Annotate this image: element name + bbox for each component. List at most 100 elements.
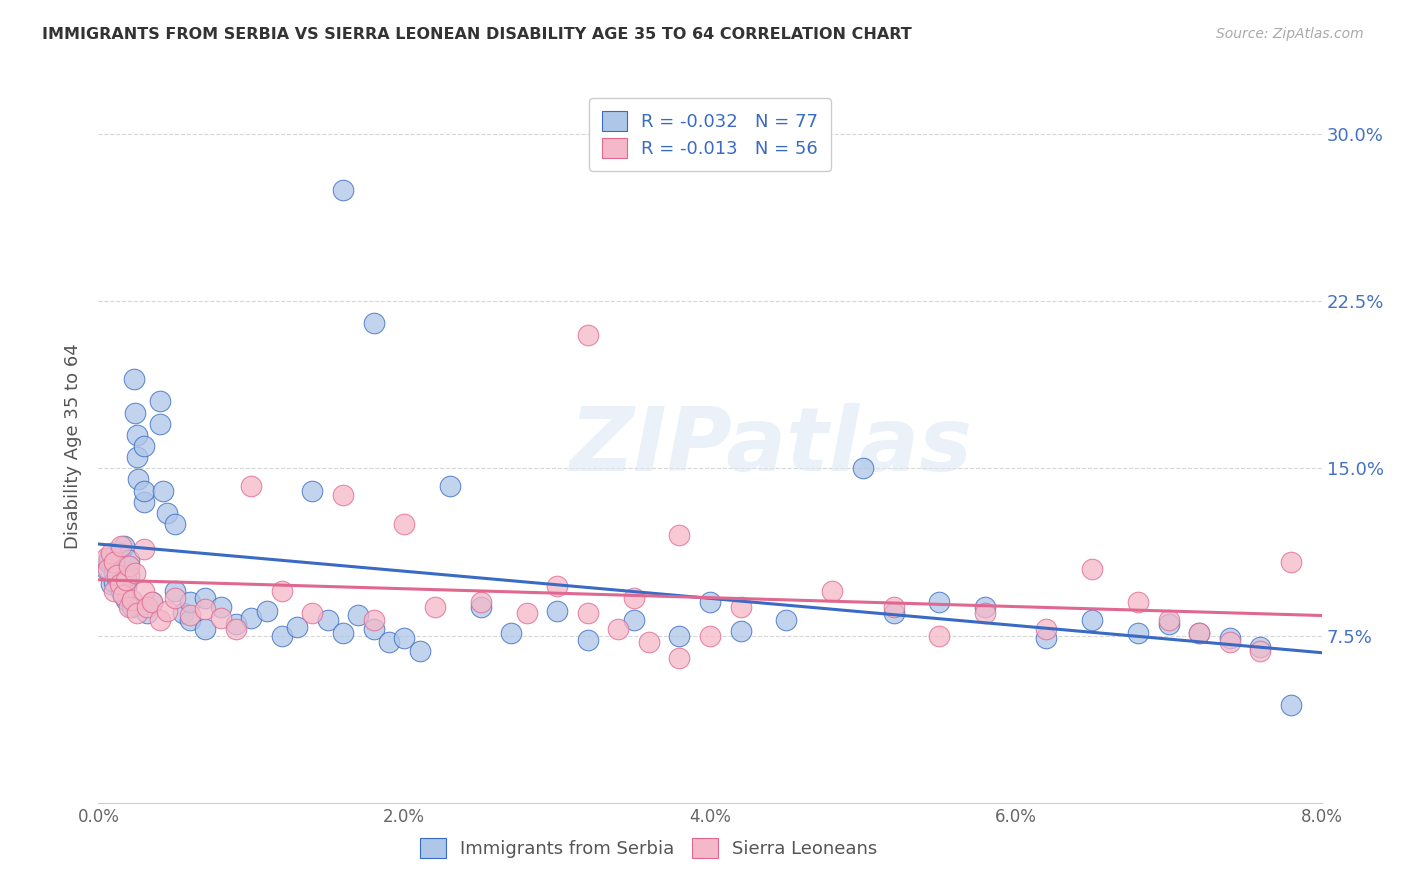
Point — [118, 559, 141, 574]
Point — [1249, 640, 1271, 654]
Point — [110, 539, 132, 553]
Point — [852, 461, 875, 475]
Point — [240, 610, 263, 624]
Point — [134, 541, 156, 556]
Point — [125, 450, 148, 465]
Point — [103, 574, 125, 589]
Point — [883, 599, 905, 614]
Point — [408, 644, 430, 658]
Point — [347, 608, 370, 623]
Point — [134, 494, 156, 508]
Point — [149, 417, 172, 431]
Point — [668, 528, 690, 542]
Point — [225, 622, 247, 636]
Point — [94, 562, 117, 576]
Point — [378, 635, 401, 649]
Point — [699, 595, 721, 609]
Point — [363, 622, 385, 636]
Point — [225, 617, 247, 632]
Point — [108, 577, 131, 591]
Point — [179, 595, 201, 609]
Point — [115, 573, 138, 587]
Point — [105, 568, 128, 582]
Point — [209, 610, 232, 624]
Point — [240, 479, 263, 493]
Point — [392, 517, 416, 532]
Point — [301, 607, 323, 621]
Point — [576, 607, 599, 621]
Point — [103, 555, 125, 569]
Point — [149, 613, 172, 627]
Point — [301, 483, 323, 498]
Point — [1128, 595, 1150, 609]
Point — [1219, 631, 1241, 645]
Point — [125, 607, 148, 621]
Point — [127, 473, 149, 487]
Point — [1128, 626, 1150, 640]
Point — [118, 568, 141, 582]
Point — [1279, 698, 1302, 712]
Point — [134, 583, 156, 598]
Point — [124, 405, 146, 420]
Point — [821, 583, 844, 598]
Point — [209, 599, 232, 614]
Point — [332, 626, 354, 640]
Point — [516, 607, 538, 621]
Point — [103, 566, 125, 581]
Point — [332, 488, 354, 502]
Point — [775, 613, 797, 627]
Point — [928, 628, 950, 642]
Point — [699, 628, 721, 642]
Point — [105, 564, 128, 578]
Point — [163, 591, 186, 605]
Point — [623, 613, 645, 627]
Point — [607, 622, 630, 636]
Point — [576, 327, 599, 342]
Point — [122, 372, 145, 386]
Point — [103, 583, 125, 598]
Point — [270, 583, 294, 598]
Point — [637, 635, 661, 649]
Point — [121, 592, 143, 607]
Point — [1035, 631, 1057, 645]
Point — [100, 577, 122, 591]
Point — [172, 607, 194, 621]
Point — [134, 483, 156, 498]
Point — [928, 595, 950, 609]
Point — [110, 555, 132, 569]
Point — [363, 317, 385, 331]
Point — [194, 591, 217, 605]
Point — [163, 583, 186, 598]
Point — [111, 589, 134, 603]
Point — [194, 622, 217, 636]
Point — [121, 599, 143, 614]
Point — [179, 613, 201, 627]
Point — [423, 599, 446, 614]
Point — [112, 539, 135, 553]
Point — [118, 559, 141, 574]
Point — [1081, 613, 1104, 627]
Point — [125, 427, 148, 442]
Point — [1188, 626, 1211, 640]
Point — [136, 599, 159, 614]
Point — [1279, 555, 1302, 569]
Point — [1157, 617, 1180, 632]
Point — [285, 619, 308, 633]
Point — [118, 599, 141, 614]
Point — [1035, 622, 1057, 636]
Point — [156, 604, 179, 618]
Point — [576, 633, 599, 648]
Point — [730, 599, 752, 614]
Point — [149, 394, 172, 409]
Point — [134, 439, 156, 453]
Point — [141, 595, 163, 609]
Text: ZIPatlas: ZIPatlas — [569, 402, 973, 490]
Point — [256, 604, 278, 618]
Point — [94, 550, 117, 565]
Point — [883, 607, 905, 621]
Point — [98, 550, 121, 565]
Point — [105, 571, 128, 585]
Point — [439, 479, 461, 493]
Point — [623, 591, 645, 605]
Point — [100, 546, 122, 560]
